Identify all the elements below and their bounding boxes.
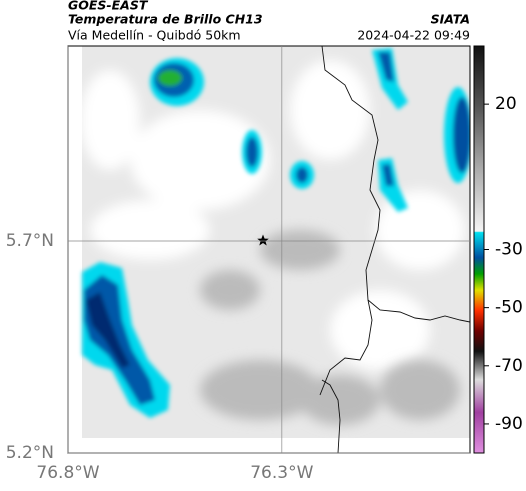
y-tick-label: 5.7°N (6, 231, 54, 251)
x-tick-label: 76.3°W (250, 463, 313, 483)
x-tick-label: 76.8°W (36, 463, 99, 483)
y-tick-label: 5.2°N (6, 443, 54, 463)
subtitle: Temperatura de Brillo CH13 (68, 12, 263, 27)
colorbar-label: 20 (495, 94, 517, 114)
colorbar (473, 45, 485, 454)
title: GOES-EAST (68, 0, 149, 13)
imagery (80, 46, 470, 453)
colorbar-label: -90 (495, 414, 523, 434)
colorbar-label: -50 (495, 298, 523, 318)
colorbar-label: -70 (495, 356, 523, 376)
datetime: 2024-04-22 09:49 (357, 28, 470, 43)
region: Vía Medellín - Quibdó 50km (68, 28, 241, 43)
source: SIATA (431, 12, 470, 27)
colorbar-label: -30 (495, 240, 523, 260)
location-star (257, 234, 269, 246)
